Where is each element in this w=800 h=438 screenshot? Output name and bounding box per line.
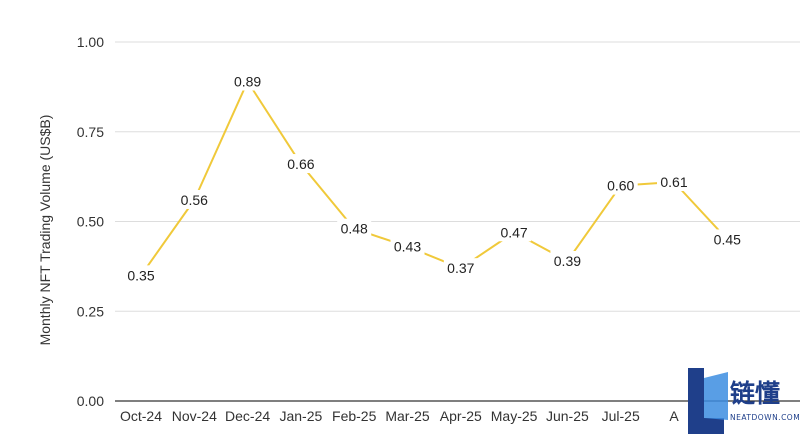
data-label: 0.47 (500, 224, 527, 240)
data-label: 0.56 (181, 192, 208, 208)
y-axis-label: Monthly NFT Trading Volume (US$B) (37, 115, 53, 346)
x-tick-label: Oct-24 (120, 408, 162, 424)
x-axis-ticks: Oct-24 Nov-24 Dec-24 Jan-25 Feb-25 Mar-25 Apr-… (120, 408, 679, 424)
series-line (140, 80, 729, 276)
data-label-background (283, 154, 318, 174)
y-axis-ticks: 0.00 0.25 0.50 0.75 1.00 (77, 34, 104, 409)
data-labels: 0.35 0.56 0.89 0.66 0.48 0.43 0.37 0.47 0.39 0.60… (124, 71, 745, 285)
series-polyline (140, 80, 729, 276)
data-label-background (124, 265, 158, 285)
watermark-en-text: NEATDOWN.COM (730, 413, 800, 422)
y-tick-label: 0.75 (77, 124, 104, 140)
data-label: 0.89 (234, 73, 261, 89)
data-label: 0.35 (127, 267, 154, 283)
x-tick-label: Mar-25 (385, 408, 430, 424)
data-label: 0.39 (554, 253, 581, 269)
logo-l-shape (688, 368, 724, 434)
watermark-logo: 链懂 NEATDOWN.COM (688, 368, 800, 434)
x-tick-label: Jul-25 (602, 408, 640, 424)
data-label: 0.61 (660, 174, 687, 190)
x-tick-label: Dec-24 (225, 408, 270, 424)
x-tick-label: Nov-24 (172, 408, 217, 424)
data-label-background (657, 172, 691, 192)
data-label: 0.45 (714, 231, 741, 247)
data-label: 0.66 (287, 156, 314, 172)
data-label-background (337, 218, 372, 238)
data-label-background (443, 258, 478, 278)
logo-l-accent (704, 372, 728, 420)
data-label: 0.43 (394, 239, 421, 255)
y-tick-label: 1.00 (77, 34, 104, 50)
x-tick-label: Jun-25 (546, 408, 589, 424)
data-label: 0.37 (447, 260, 474, 276)
y-tick-label: 0.25 (77, 303, 104, 319)
watermark-cn-text: 链懂 (730, 379, 780, 408)
x-tick-label: A (669, 408, 679, 424)
data-label: 0.60 (607, 178, 634, 194)
data-label-background (603, 175, 638, 195)
x-tick-label: Feb-25 (332, 408, 377, 424)
data-label: 0.48 (341, 221, 368, 237)
x-tick-label: Apr-25 (440, 408, 482, 424)
data-label-background (390, 236, 425, 256)
data-label-background (550, 250, 585, 270)
data-label-background (497, 222, 532, 242)
data-label-background (710, 229, 745, 249)
y-tick-label: 0.00 (77, 393, 104, 409)
gridlines (115, 41, 800, 402)
x-tick-label: May-25 (491, 408, 538, 424)
y-tick-label: 0.50 (77, 214, 104, 230)
data-label-background (230, 71, 265, 91)
x-tick-label: Jan-25 (279, 408, 322, 424)
data-label-background (177, 189, 212, 209)
